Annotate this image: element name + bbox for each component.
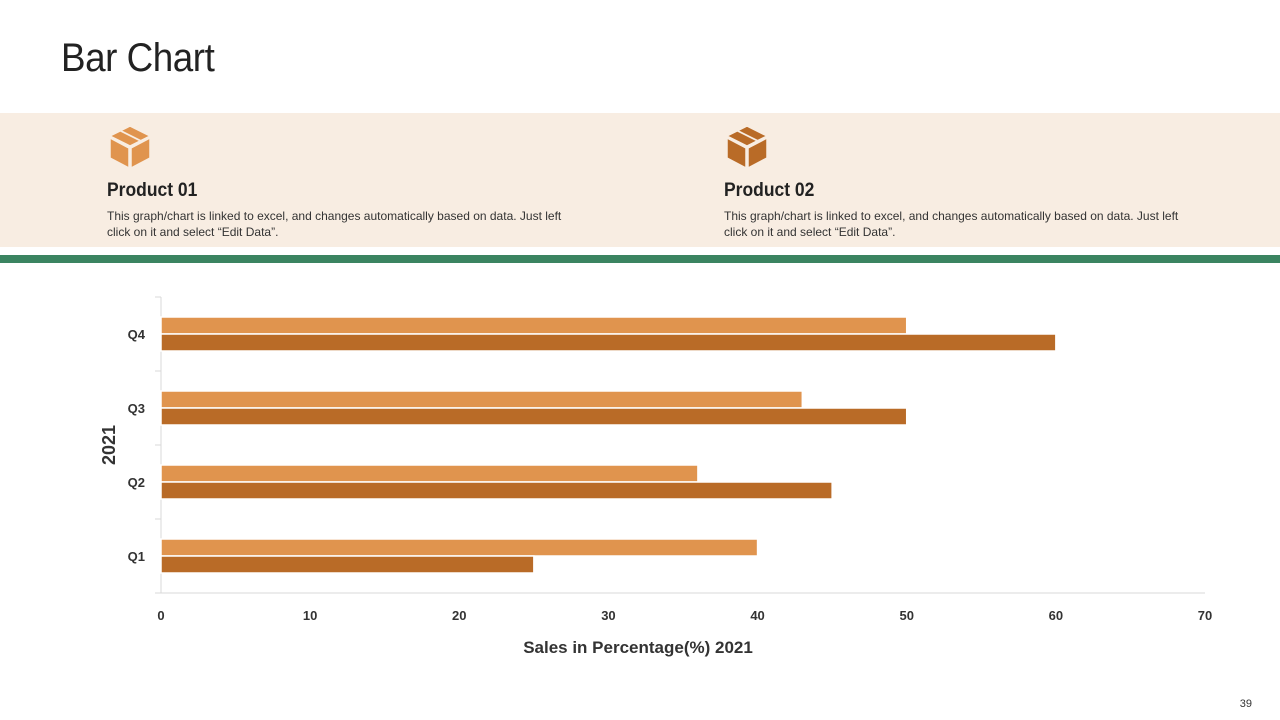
x-tick-label: 10 xyxy=(303,608,317,623)
y-tick-label: Q2 xyxy=(128,475,145,490)
x-tick-label: 70 xyxy=(1198,608,1212,623)
x-tick-label: 0 xyxy=(157,608,164,623)
bar-q1-series-1 xyxy=(160,538,759,557)
bar-q2-series-2 xyxy=(160,481,833,500)
bar-q4-series-1 xyxy=(160,316,908,335)
y-tick-label: Q4 xyxy=(128,327,146,342)
product-2-name: Product 02 xyxy=(724,180,815,201)
y-tick-label: Q1 xyxy=(128,549,145,564)
page-number: 39 xyxy=(1239,698,1252,710)
bar-chart: Q1 Q2 Q3 Q4 0 10 20 30 40 50 60 70 Sales in Percenta… xyxy=(99,296,1212,657)
product-1-description: This graph/chart is linked to excel, and… xyxy=(107,209,562,239)
box-icon xyxy=(724,123,770,170)
divider-bar xyxy=(0,255,1280,263)
product-2-description: This graph/chart is linked to excel, and… xyxy=(724,209,1179,239)
x-tick-label: 40 xyxy=(750,608,764,623)
x-tick-label: 20 xyxy=(452,608,466,623)
x-axis-title: Sales in Percentage(%) 2021 xyxy=(523,638,753,657)
bar-q3-series-1 xyxy=(160,390,804,409)
x-tick-label: 50 xyxy=(899,608,913,623)
y-tick-label: Q3 xyxy=(128,401,145,416)
product-1-name: Product 01 xyxy=(107,180,198,201)
x-tick-label: 60 xyxy=(1049,608,1063,623)
bar-q3-series-2 xyxy=(160,407,908,426)
bar-q2-series-1 xyxy=(160,464,699,483)
bar-q4-series-2 xyxy=(160,333,1057,352)
bar-q1-series-2 xyxy=(160,555,535,574)
box-icon xyxy=(107,123,153,170)
y-axis-title: 2021 xyxy=(99,425,119,465)
page-title: Bar Chart xyxy=(61,36,215,80)
x-tick-label: 30 xyxy=(601,608,615,623)
products-band: Product 01 This graph/chart is linked to… xyxy=(0,113,1280,247)
